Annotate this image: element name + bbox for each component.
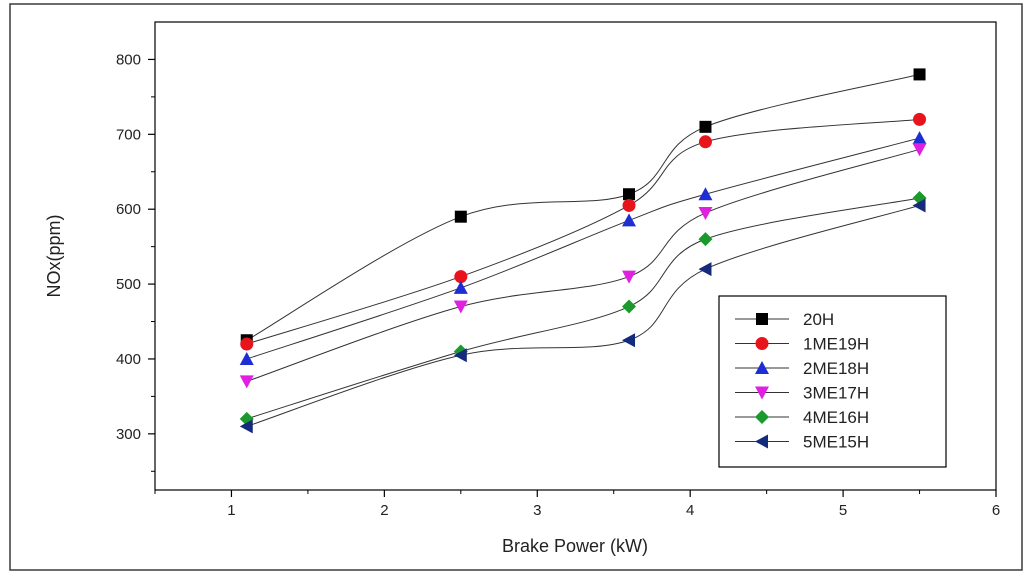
data-point [913,68,926,81]
data-point [698,262,712,277]
x-tick-label: 4 [686,502,694,519]
legend-item: 4ME16H [735,408,869,427]
y-tick-label: 500 [116,276,141,293]
legend-item: 5ME15H [735,433,869,452]
figure-frame [9,3,1023,571]
legend-marker [755,434,768,449]
data-point [453,280,468,294]
legend-label: 2ME18H [803,359,869,378]
y-tick-label: 300 [116,426,141,443]
y-tick-label: 700 [116,126,141,143]
series-4 [239,143,927,389]
series-1 [240,68,926,347]
legend-label: 3ME17H [803,384,869,403]
legend-marker [756,313,768,325]
data-point [240,337,254,351]
data-point [239,419,253,434]
data-point [623,188,636,201]
data-point [622,299,637,314]
y-tick-label: 800 [116,51,141,68]
axis-ticks: 1 2 3 4 5 6 300 400 500 600 700 800 [116,51,1000,519]
legend-item: 3ME17H [735,384,869,403]
plot-frame [154,21,997,491]
legend-label: 5ME15H [803,433,869,452]
legend-label: 1ME19H [803,335,869,354]
y-tick-label: 600 [116,201,141,218]
data-point [453,300,468,314]
legend-marker [755,386,769,400]
legend-label: 4ME16H [803,408,869,427]
data-point [454,270,468,284]
data-point [912,131,927,145]
x-tick-label: 1 [227,502,235,519]
legend-marker [755,337,769,350]
legend-marker [755,361,769,374]
x-tick-label: 6 [992,502,1000,519]
x-axis-title: Brake Power (kW) [502,536,648,556]
legend-item: 20H [735,310,834,329]
data-point [698,232,713,247]
data-point [454,210,467,223]
data-point [698,206,713,220]
legend-item: 1ME19H [735,335,869,354]
data-point [622,213,637,227]
y-tick-label: 400 [116,351,141,368]
legend-marker [755,410,769,424]
data-point [913,112,927,126]
legend-label: 20H [803,310,834,329]
series-line [246,148,920,382]
data-point [239,351,254,365]
data-point [698,135,712,149]
data-point [622,198,636,212]
legend: 20H 1ME19H 2ME18H 3ME17H 4ME16H 5ME15H [718,295,947,468]
x-tick-label: 3 [533,502,541,519]
data-point [453,348,467,363]
data-point [912,143,927,157]
data-point [912,198,926,213]
y-axis-title: NOx(ppm) [44,214,64,297]
series-line [246,137,920,360]
series-6 [239,198,926,434]
x-tick-label: 5 [839,502,847,519]
series-line [246,204,920,427]
data-point [698,187,713,201]
data-point [699,120,712,133]
series-3 [239,131,927,365]
data-point [622,270,637,284]
data-point [622,333,636,348]
series-layer [239,68,927,434]
data-point [239,375,254,389]
legend-item: 2ME18H [735,359,869,378]
series-2 [240,112,927,351]
x-tick-label: 2 [380,502,388,519]
